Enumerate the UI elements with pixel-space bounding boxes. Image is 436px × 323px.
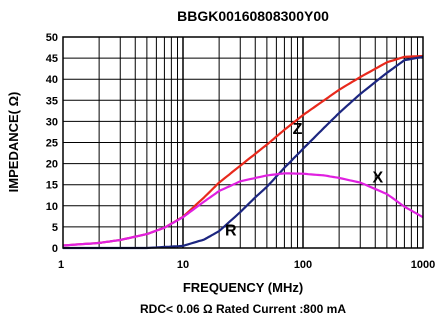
y-tick-label: 5 [52,222,58,234]
y-tick-label: 50 [46,32,58,44]
y-tick-labels: 0 5 10 15 20 25 30 35 40 45 50 [46,32,58,255]
y-tick-label: 0 [52,243,58,255]
x-tick-label: 1 [58,259,64,271]
series-x-line [62,172,424,247]
x-tick-label: 1000 [411,259,435,271]
chart-title: BBGK00160808300Y00 [177,8,329,24]
x-axis-label: FREQUENCY (MHz) [183,280,303,295]
x-tick-label: 100 [294,259,312,271]
curve-label-x: X [372,170,383,187]
curve-labels: Z X R [225,121,383,239]
y-axis-label: IMPEDANCE( Ω) [6,92,21,193]
y-tick-label: 10 [46,201,58,213]
y-tick-label: 40 [46,74,58,86]
plot-frame [62,36,424,249]
y-tick-label: 45 [46,53,58,65]
y-tick-label: 35 [46,95,58,107]
curve-label-z: Z [293,121,303,138]
series-r-line [63,55,424,250]
curve-label-r: R [225,222,237,239]
y-tick-label: 30 [46,116,58,128]
y-tick-label: 15 [46,180,58,192]
x-tick-label: 10 [177,259,189,271]
y-tick-label: 20 [46,159,58,171]
series-lines [62,54,424,250]
y-tick-label: 25 [46,138,58,150]
x-tick-labels: 1 10 100 1000 [58,259,435,271]
rating-footnote: RDC< 0.06 Ω Rated Current :800 mA [140,302,346,316]
